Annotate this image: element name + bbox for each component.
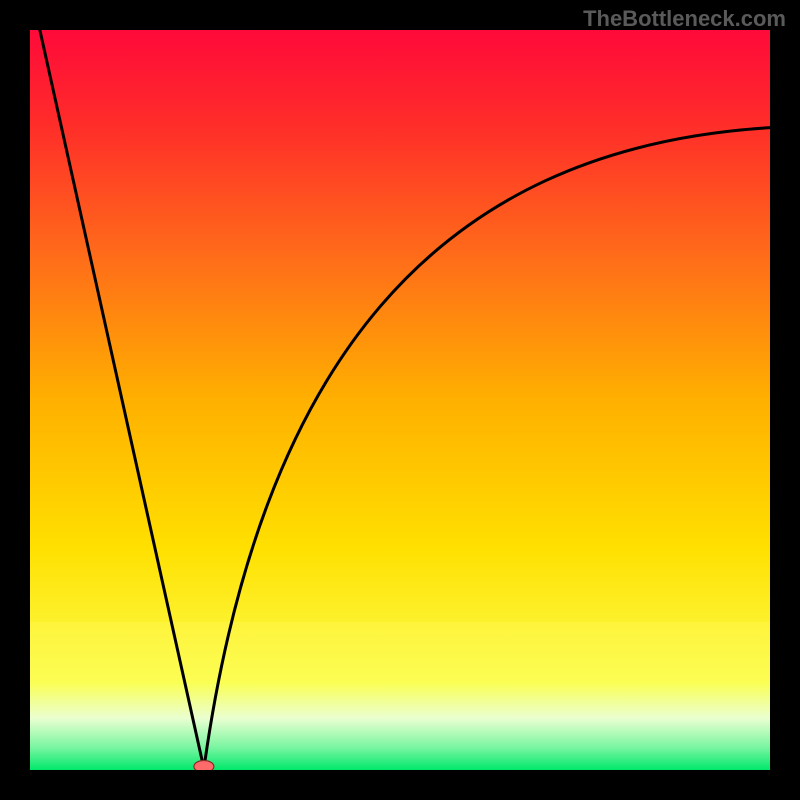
watermark-text: TheBottleneck.com (583, 6, 786, 32)
optimal-point-marker (194, 761, 214, 770)
plot-area (30, 30, 770, 770)
plot-svg (30, 30, 770, 770)
chart-container: TheBottleneck.com (0, 0, 800, 800)
highlight-band (30, 622, 770, 681)
